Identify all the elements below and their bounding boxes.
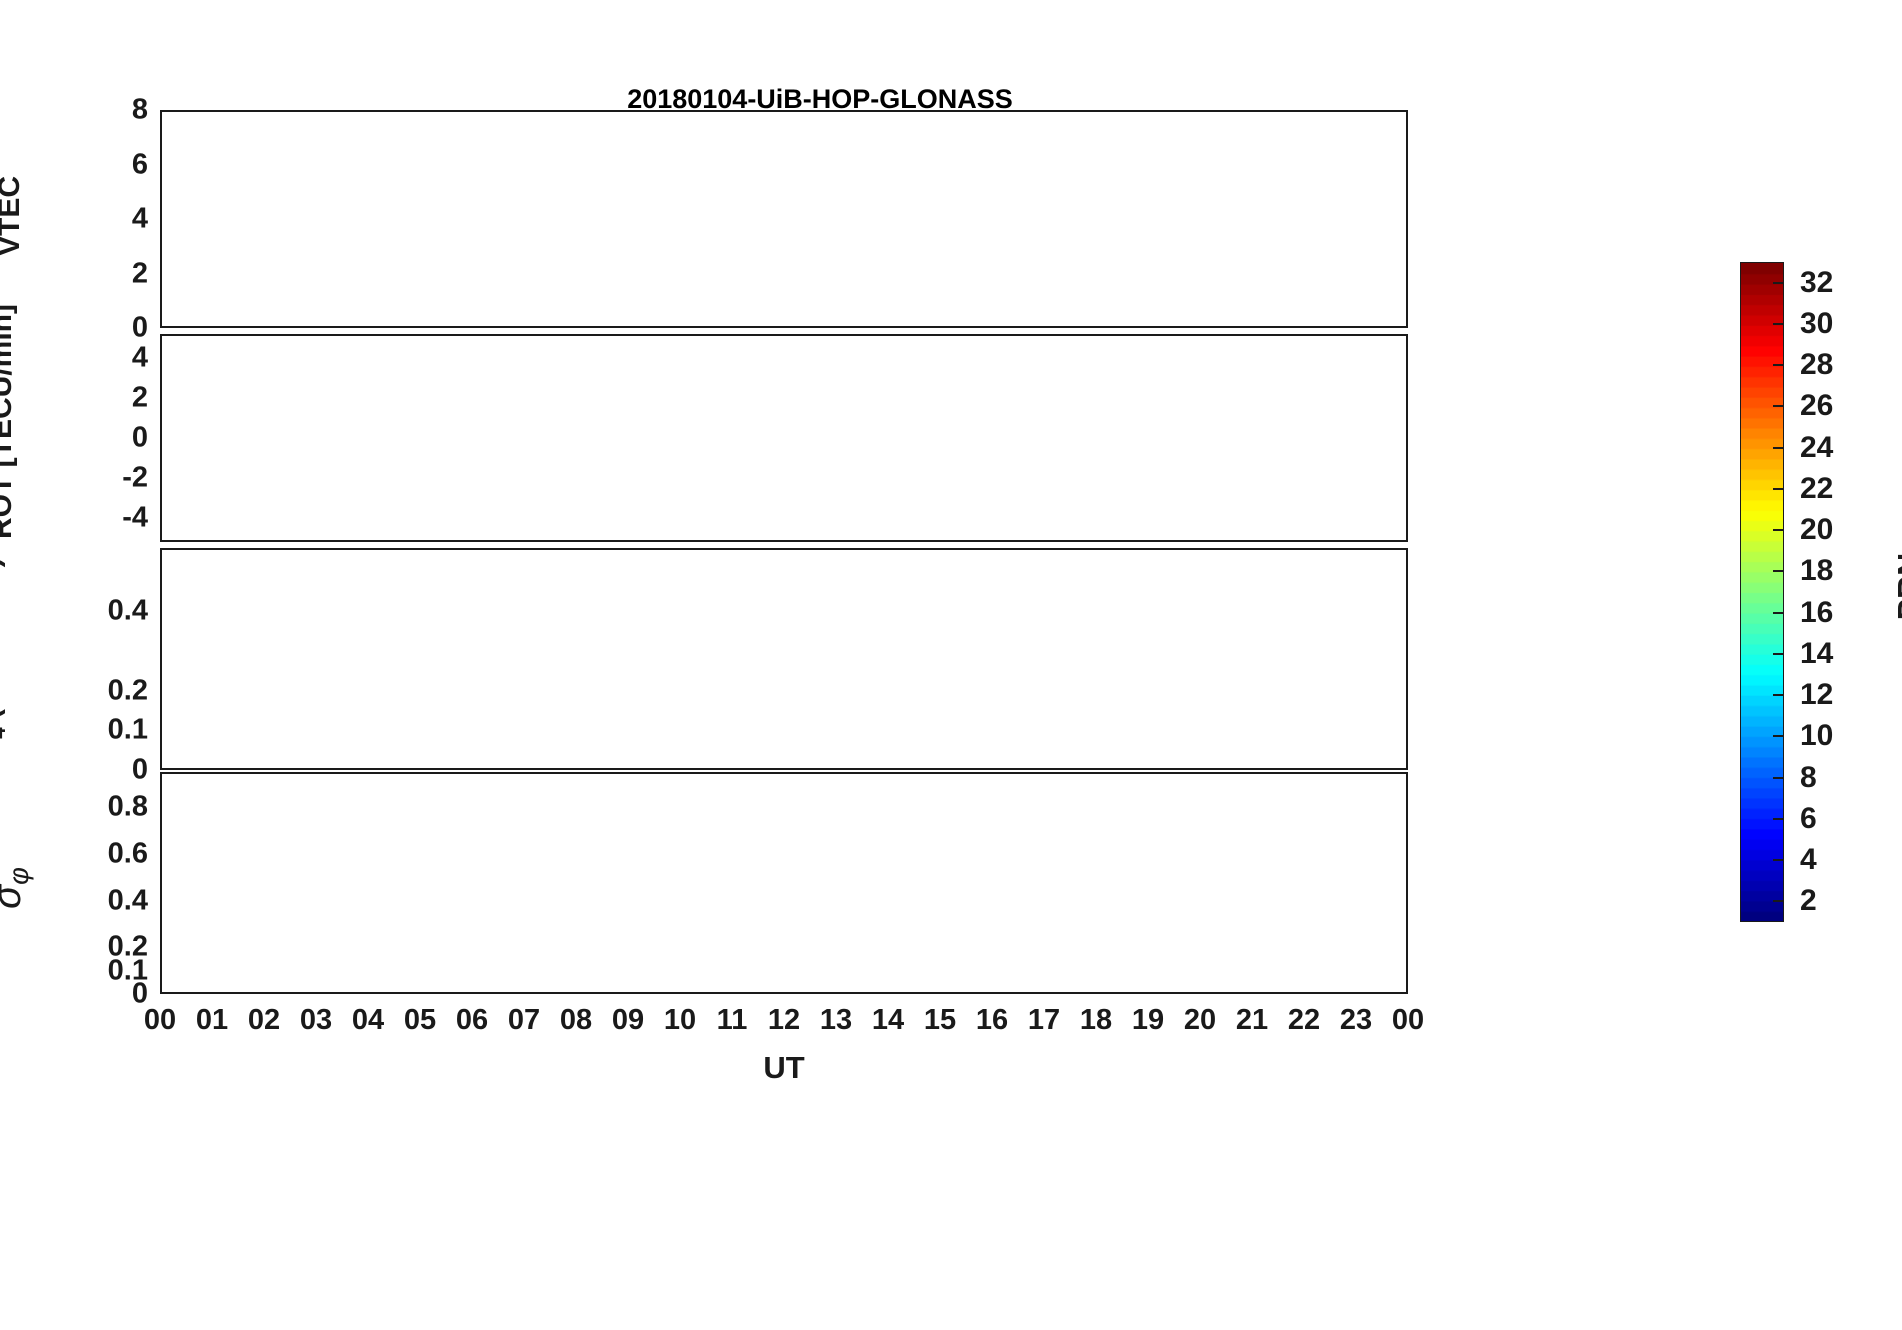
vtec-ytick-label: 6 [131,148,148,180]
colorbar-tick-label: 12 [1800,678,1834,712]
x-tick-label: 07 [507,1004,541,1036]
x-tick-label: 06 [455,1004,489,1036]
colorbar-tick-label: 20 [1800,513,1834,547]
colorbar-tick-mark [1773,405,1784,408]
x-tick-label: 05 [403,1004,437,1036]
rot-ytick-label: 0 [131,421,148,454]
x-tick-label: 22 [1287,1004,1321,1036]
colorbar-tick-label: 32 [1800,265,1834,299]
colorbar-tick-label: 28 [1800,348,1834,382]
prn-colorbar[interactable] [1740,262,1784,922]
colorbar-tick-mark [1773,529,1784,532]
x-tick-label: 13 [819,1004,853,1036]
colorbar-tick-mark [1773,364,1784,367]
s4-ytick-label: 0.4 [107,594,148,627]
colorbar-gradient [1740,262,1784,922]
colorbar-tick-mark [1773,652,1784,655]
colorbar-tick-mark [1773,570,1784,573]
colorbar-tick-label: 10 [1800,719,1834,753]
s4-frame [160,548,1408,770]
s4-ylabel: S4 ("ism.mat") [0,557,10,759]
colorbar-tick-mark [1773,859,1784,862]
x-tick-label: 03 [299,1004,333,1036]
x-axis-label: UT [763,1050,805,1085]
colorbar-tick-label: 14 [1800,636,1834,670]
colorbar-tick-label: 8 [1800,760,1817,794]
colorbar-tick-label: 16 [1800,595,1834,629]
colorbar-tick-mark [1773,735,1784,738]
colorbar-tick-label: 18 [1800,554,1834,588]
colorbar-tick-mark [1773,611,1784,614]
colorbar-tick-mark [1773,694,1784,697]
s4-ytick-label: 0 [131,753,148,786]
rot-ylabel: ROT [TECU/min] [0,304,18,539]
rot-ytick-label: -4 [122,501,148,534]
x-tick-label: 15 [923,1004,957,1036]
sigmaphi-ytick-label: 0.4 [107,884,148,917]
sigmaphi-ylabel: σφ [0,867,35,909]
colorbar-label: PRN [1891,552,1902,621]
vtec-ytick-label: 8 [131,93,148,126]
vtec-panel [160,110,1408,328]
sigma-phi-panel [160,772,1408,994]
vtec-ytick-label: 4 [131,202,148,235]
x-tick-label: 12 [767,1004,801,1036]
sigmaphi-ytick-label: 0.1 [107,954,148,987]
sigmaphi-ytick-label: 0.6 [107,837,148,870]
x-tick-label: 14 [871,1004,905,1036]
x-tick-label: 16 [975,1004,1009,1036]
colorbar-tick-mark [1773,900,1784,903]
colorbar-tick-label: 26 [1800,389,1834,423]
rot-panel [160,334,1408,542]
x-tick-label: 02 [247,1004,281,1036]
x-tick-label: 09 [611,1004,645,1036]
sigmaphi-frame [160,772,1408,994]
colorbar-tick-mark [1773,817,1784,820]
vtec-ytick-label: 0 [131,311,148,344]
x-tick-label: 23 [1339,1004,1373,1036]
colorbar-tick-mark [1773,281,1784,284]
x-tick-label: 04 [351,1004,385,1036]
sigmaphi-ytick-label: 0.8 [107,790,148,823]
colorbar-tick-label: 24 [1800,430,1834,464]
vtec-ylabel: VTEC [0,176,26,257]
colorbar-tick-label: 2 [1800,884,1817,918]
sigmaphi-ytick-label: 0 [131,977,148,1010]
colorbar-tick-mark [1773,322,1784,325]
x-tick-label: 21 [1235,1004,1269,1036]
rot-frame [160,334,1408,542]
x-tick-label: 00 [1391,1004,1425,1036]
colorbar-tick-label: 6 [1800,801,1817,835]
x-tick-label: 17 [1027,1004,1061,1036]
x-tick-label: 10 [663,1004,697,1036]
x-tick-label: 00 [143,1004,177,1036]
x-tick-label: 01 [195,1004,229,1036]
x-tick-label: 18 [1079,1004,1113,1036]
colorbar-tick-label: 4 [1800,843,1817,877]
s4-ytick-label: 0.1 [107,713,148,746]
rot-ytick-label: 2 [131,381,148,414]
sigmaphi-ytick-label: 0.2 [107,930,148,963]
s4-panel [160,548,1408,770]
x-tick-label: 19 [1131,1004,1165,1036]
colorbar-tick-mark [1773,487,1784,490]
s4-ytick-label: 0.2 [107,674,148,707]
colorbar-tick-label: 30 [1800,306,1834,340]
x-tick-label: 20 [1183,1004,1217,1036]
x-tick-label: 11 [716,1004,748,1036]
vtec-ytick-label: 2 [131,257,148,289]
rot-ytick-label: -2 [122,461,148,494]
figure-title: 20180104-UiB-HOP-GLONASS [627,84,1013,114]
colorbar-tick-label: 22 [1800,471,1834,505]
colorbar-tick-mark [1773,776,1784,779]
colorbar-tick-mark [1773,446,1784,449]
vtec-frame [160,110,1408,328]
x-tick-label: 08 [559,1004,593,1036]
rot-ytick-label: 4 [131,341,148,374]
